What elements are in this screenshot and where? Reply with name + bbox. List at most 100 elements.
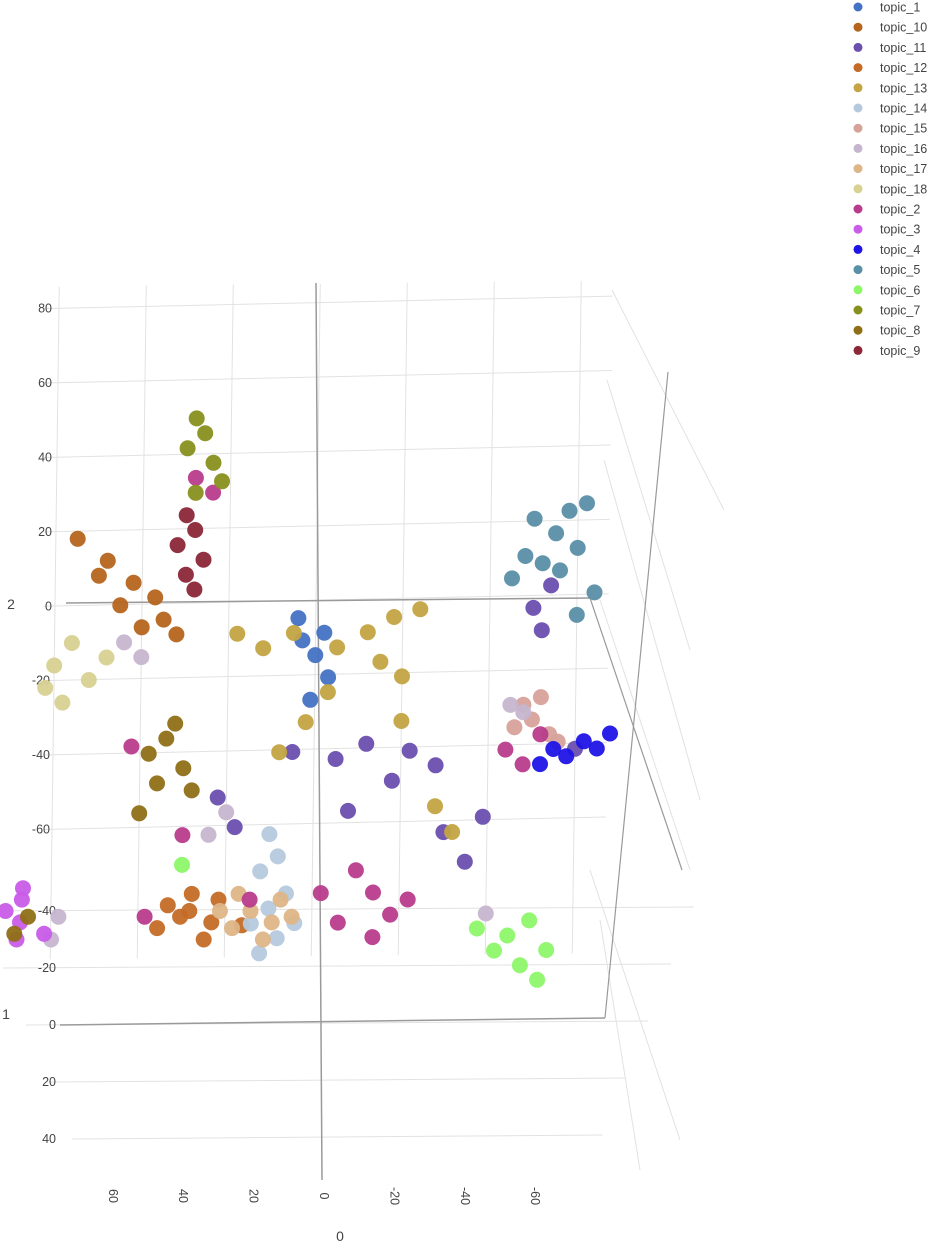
legend-item-topic_17[interactable]: topic_17 (853, 162, 928, 176)
data-point[interactable] (532, 756, 548, 773)
data-point[interactable] (532, 726, 549, 743)
data-point[interactable] (168, 626, 185, 643)
data-point[interactable] (260, 900, 277, 917)
data-point[interactable] (187, 484, 204, 501)
data-point[interactable] (269, 848, 286, 865)
data-point[interactable] (54, 694, 71, 711)
data-point[interactable] (214, 473, 230, 490)
data-point[interactable] (195, 551, 212, 568)
data-point[interactable] (254, 931, 271, 948)
data-point[interactable] (399, 891, 416, 908)
data-point[interactable] (241, 891, 258, 908)
data-point[interactable] (158, 730, 175, 747)
data-point[interactable] (178, 507, 195, 524)
data-point[interactable] (80, 672, 97, 688)
data-point[interactable] (229, 625, 246, 642)
data-point[interactable] (316, 624, 333, 641)
data-point[interactable] (499, 927, 516, 944)
legend-item-topic_7[interactable]: topic_7 (853, 304, 921, 318)
data-point[interactable] (393, 713, 410, 729)
legend-item-topic_13[interactable]: topic_13 (853, 81, 928, 95)
data-point[interactable] (529, 971, 546, 988)
data-point[interactable] (116, 634, 133, 651)
data-point[interactable] (386, 609, 403, 625)
data-point[interactable] (538, 942, 555, 958)
data-point[interactable] (558, 748, 575, 765)
data-point[interactable] (205, 454, 222, 471)
data-point[interactable] (444, 824, 461, 840)
data-point[interactable] (50, 908, 67, 925)
data-point[interactable] (197, 425, 214, 442)
data-point[interactable] (0, 903, 14, 919)
data-point[interactable] (474, 808, 491, 825)
data-point[interactable] (200, 826, 217, 843)
data-point[interactable] (372, 653, 389, 670)
data-point[interactable] (456, 853, 473, 870)
data-point[interactable] (149, 775, 165, 792)
legend[interactable]: topic_1 topic_10 topic_11 topic_12 topic_13t… (853, 1, 928, 358)
legend-item-topic_6[interactable]: topic_6 (853, 283, 921, 297)
data-point[interactable] (394, 668, 410, 685)
legend-item-topic_11[interactable]: topic_11 (853, 41, 927, 55)
data-point[interactable] (125, 574, 142, 591)
data-point[interactable] (579, 495, 595, 512)
data-point[interactable] (427, 757, 444, 774)
data-point[interactable] (133, 649, 150, 666)
data-point[interactable] (251, 945, 268, 962)
data-point[interactable] (177, 566, 194, 583)
data-point[interactable] (312, 885, 329, 902)
data-point[interactable] (195, 931, 212, 948)
data-point[interactable] (183, 885, 200, 902)
legend-item-topic_10[interactable]: topic_10 (853, 21, 928, 35)
data-point[interactable] (569, 539, 586, 556)
legend-item-topic_4[interactable]: topic_4 (853, 243, 921, 257)
data-point[interactable] (131, 805, 148, 822)
data-point[interactable] (183, 782, 200, 799)
data-point[interactable] (602, 725, 618, 742)
data-point[interactable] (99, 552, 116, 569)
data-point[interactable] (329, 914, 346, 931)
data-point[interactable] (123, 738, 140, 755)
legend-item-topic_15[interactable]: topic_15 (853, 122, 928, 136)
data-point[interactable] (174, 856, 190, 873)
legend-item-topic_5[interactable]: topic_5 (853, 263, 921, 277)
data-point[interactable] (112, 597, 129, 614)
data-point[interactable] (169, 537, 186, 554)
data-point[interactable] (552, 562, 568, 579)
data-point[interactable] (155, 611, 172, 628)
data-point[interactable] (297, 714, 314, 731)
data-point[interactable] (167, 715, 184, 732)
data-point[interactable] (175, 760, 192, 777)
data-point[interactable] (327, 751, 344, 767)
data-point[interactable] (506, 719, 523, 736)
data-point[interactable] (477, 905, 494, 922)
legend-item-topic_3[interactable]: topic_3 (853, 223, 921, 237)
data-point[interactable] (63, 635, 80, 651)
legend-item-topic_1[interactable]: topic_1 (853, 1, 921, 15)
data-point[interactable] (534, 555, 551, 572)
data-point[interactable] (46, 657, 63, 674)
data-point[interactable] (511, 957, 528, 974)
data-point[interactable] (340, 802, 356, 819)
legend-item-topic_8[interactable]: topic_8 (853, 324, 921, 338)
data-point[interactable] (502, 696, 519, 713)
data-point[interactable] (268, 930, 285, 947)
data-point[interactable] (181, 903, 198, 919)
data-point[interactable] (497, 741, 514, 758)
data-point[interactable] (285, 625, 302, 641)
data-point[interactable] (15, 880, 31, 897)
data-point[interactable] (412, 601, 429, 618)
data-point[interactable] (548, 525, 565, 542)
data-point[interactable] (526, 510, 543, 527)
data-point[interactable] (36, 925, 53, 942)
data-point[interactable] (347, 862, 364, 879)
data-point[interactable] (203, 914, 220, 931)
data-point[interactable] (329, 639, 346, 656)
data-point[interactable] (186, 581, 203, 598)
data-point[interactable] (140, 745, 157, 762)
data-point[interactable] (320, 669, 337, 686)
data-point[interactable] (302, 691, 319, 708)
data-point[interactable] (174, 827, 191, 844)
data-point[interactable] (586, 584, 603, 601)
data-point[interactable] (307, 647, 324, 664)
